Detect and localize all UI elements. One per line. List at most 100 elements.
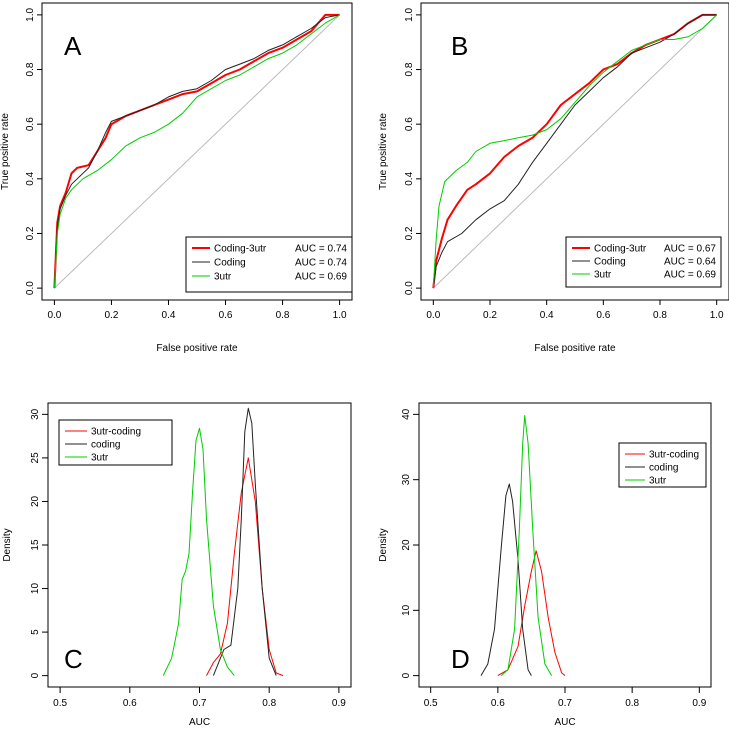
diagonal-reference-line	[54, 14, 340, 289]
y-tick-label: 0	[401, 672, 412, 678]
legend-auc-value: AUC = 0.64	[664, 257, 716, 268]
x-axis-label: False positive rate	[534, 343, 616, 354]
legend-label: 3utr	[214, 272, 232, 283]
y-axis-label: Density	[2, 528, 13, 561]
legend-box	[185, 236, 353, 293]
legend-auc-value: AUC = 0.69	[664, 270, 716, 281]
legend: 3utr-coding coding 3utr	[618, 442, 707, 488]
series-line-3utr	[53, 14, 340, 289]
y-axis-label: True positive rate	[0, 113, 11, 190]
x-tick-label: 0.9	[692, 698, 706, 709]
y-tick-label: 0.4	[404, 171, 415, 185]
legend-label: 3utr	[91, 453, 109, 464]
y-tick-label: 0.6	[25, 117, 36, 131]
legend-auc-value: AUC = 0.67	[664, 244, 716, 255]
legend: 3utr-coding coding 3utr	[58, 419, 173, 466]
panel-b: 0.0 0.2 0.4 0.6 0.8 1.0 0.0 0.2 0.4 0.6 0.8 1.0 Fals…	[378, 2, 729, 354]
y-tick-label: 1.0	[404, 7, 415, 21]
legend-auc-value: AUC = 0.69	[295, 272, 347, 283]
x-tick-label: 0.6	[219, 310, 233, 321]
series-line-3utr	[162, 427, 235, 676]
panel-letter: A	[64, 31, 82, 61]
y-tick-label: 0.2	[404, 226, 415, 240]
x-tick-label: 0.0	[426, 310, 440, 321]
y-tick-label: 0.8	[25, 62, 36, 76]
panel-letter: C	[64, 644, 83, 674]
y-tick-label: 5	[30, 629, 41, 635]
y-tick-label: 30	[401, 474, 412, 486]
legend-auc-value: AUC = 0.74	[295, 244, 347, 255]
legend-label: Coding-3utr	[214, 244, 267, 255]
x-tick-label: 0.5	[53, 698, 67, 709]
plot-frame	[41, 2, 353, 301]
y-tick-label: 0.4	[25, 171, 36, 185]
x-tick-label: 0.7	[193, 698, 207, 709]
y-tick-label: 30	[30, 408, 41, 420]
legend-label: 3utr	[649, 476, 667, 487]
legend: Coding-3utr AUC = 0.67 Coding AUC = 0.64 3ut…	[565, 236, 722, 288]
series-line-3utr-coding	[497, 550, 566, 677]
x-tick-label: 0.0	[47, 310, 61, 321]
x-tick-label: 0.8	[653, 310, 667, 321]
x-tick-label: 0.5	[424, 698, 438, 709]
y-tick-label: 0.0	[404, 281, 415, 295]
x-axis-label: AUC	[554, 717, 575, 728]
legend-auc-value: AUC = 0.74	[295, 258, 347, 269]
y-tick-label: 20	[401, 539, 412, 551]
y-tick-label: 20	[30, 495, 41, 507]
series-line-coding-3utr	[432, 13, 717, 289]
y-axis-label: Density	[378, 528, 389, 561]
legend-label: Coding	[594, 257, 626, 268]
x-tick-label: 0.6	[596, 310, 610, 321]
y-tick-label: 0.2	[25, 226, 36, 240]
x-tick-label: 0.8	[262, 698, 276, 709]
series-line-coding-3utr	[53, 13, 340, 289]
y-tick-label: 25	[30, 452, 41, 464]
y-tick-label: 40	[401, 408, 412, 420]
series-line-coding	[212, 407, 277, 676]
legend-label: coding	[649, 463, 678, 474]
y-tick-label: 1.0	[25, 7, 36, 21]
series-line-3utr	[500, 415, 553, 676]
panel-letter: B	[451, 31, 468, 61]
diagonal-reference-line	[432, 14, 718, 289]
x-axis-label: False positive rate	[156, 343, 238, 354]
x-tick-label: 1.0	[333, 310, 347, 321]
x-tick-label: 0.4	[162, 310, 176, 321]
legend: Coding-3utr AUC = 0.74 Coding AUC = 0.74 3ut…	[185, 236, 353, 293]
legend-box	[565, 236, 722, 288]
x-tick-label: 0.2	[483, 310, 497, 321]
x-tick-label: 0.4	[540, 310, 554, 321]
panel-a: 0.0 0.2 0.4 0.6 0.8 1.0 0.0 0.2 0.4 0.6 0.8 1.0 Fals…	[0, 2, 353, 354]
x-tick-label: 0.6	[123, 698, 137, 709]
series-line-3utr-coding	[206, 457, 284, 677]
plot-frame	[420, 2, 729, 301]
y-tick-label: 10	[30, 583, 41, 595]
panel-d: 0.5 0.6 0.7 0.8 0.9 0 10 20 30 40 AUC Density 3utr-c…	[378, 402, 712, 728]
x-tick-label: 0.7	[558, 698, 572, 709]
x-tick-label: 0.9	[332, 698, 346, 709]
y-axis-label: True positive rate	[378, 113, 389, 190]
y-tick-label: 0.8	[404, 62, 415, 76]
series-line-3utr	[432, 14, 718, 289]
y-tick-label: 10	[401, 604, 412, 616]
x-tick-label: 0.2	[104, 310, 118, 321]
legend-label: 3utr-coding	[649, 450, 699, 461]
series-line-coding	[53, 14, 340, 289]
y-tick-label: 0.6	[404, 117, 415, 131]
panel-c: 0.5 0.6 0.7 0.8 0.9 0 5 10 15 20 25 30 AUC Density 3ut…	[2, 402, 352, 728]
legend-label: Coding	[214, 258, 246, 269]
x-tick-label: 1.0	[710, 310, 724, 321]
x-tick-label: 0.8	[276, 310, 290, 321]
x-tick-label: 0.8	[625, 698, 639, 709]
panel-letter: D	[451, 644, 470, 674]
legend-label: 3utr-coding	[91, 427, 141, 438]
legend-label: coding	[91, 440, 120, 451]
legend-label: 3utr	[594, 270, 612, 281]
y-tick-label: 0.0	[25, 281, 36, 295]
series-line-coding	[480, 483, 532, 676]
legend-label: Coding-3utr	[594, 244, 647, 255]
y-tick-label: 0	[30, 672, 41, 678]
x-tick-label: 0.6	[491, 698, 505, 709]
